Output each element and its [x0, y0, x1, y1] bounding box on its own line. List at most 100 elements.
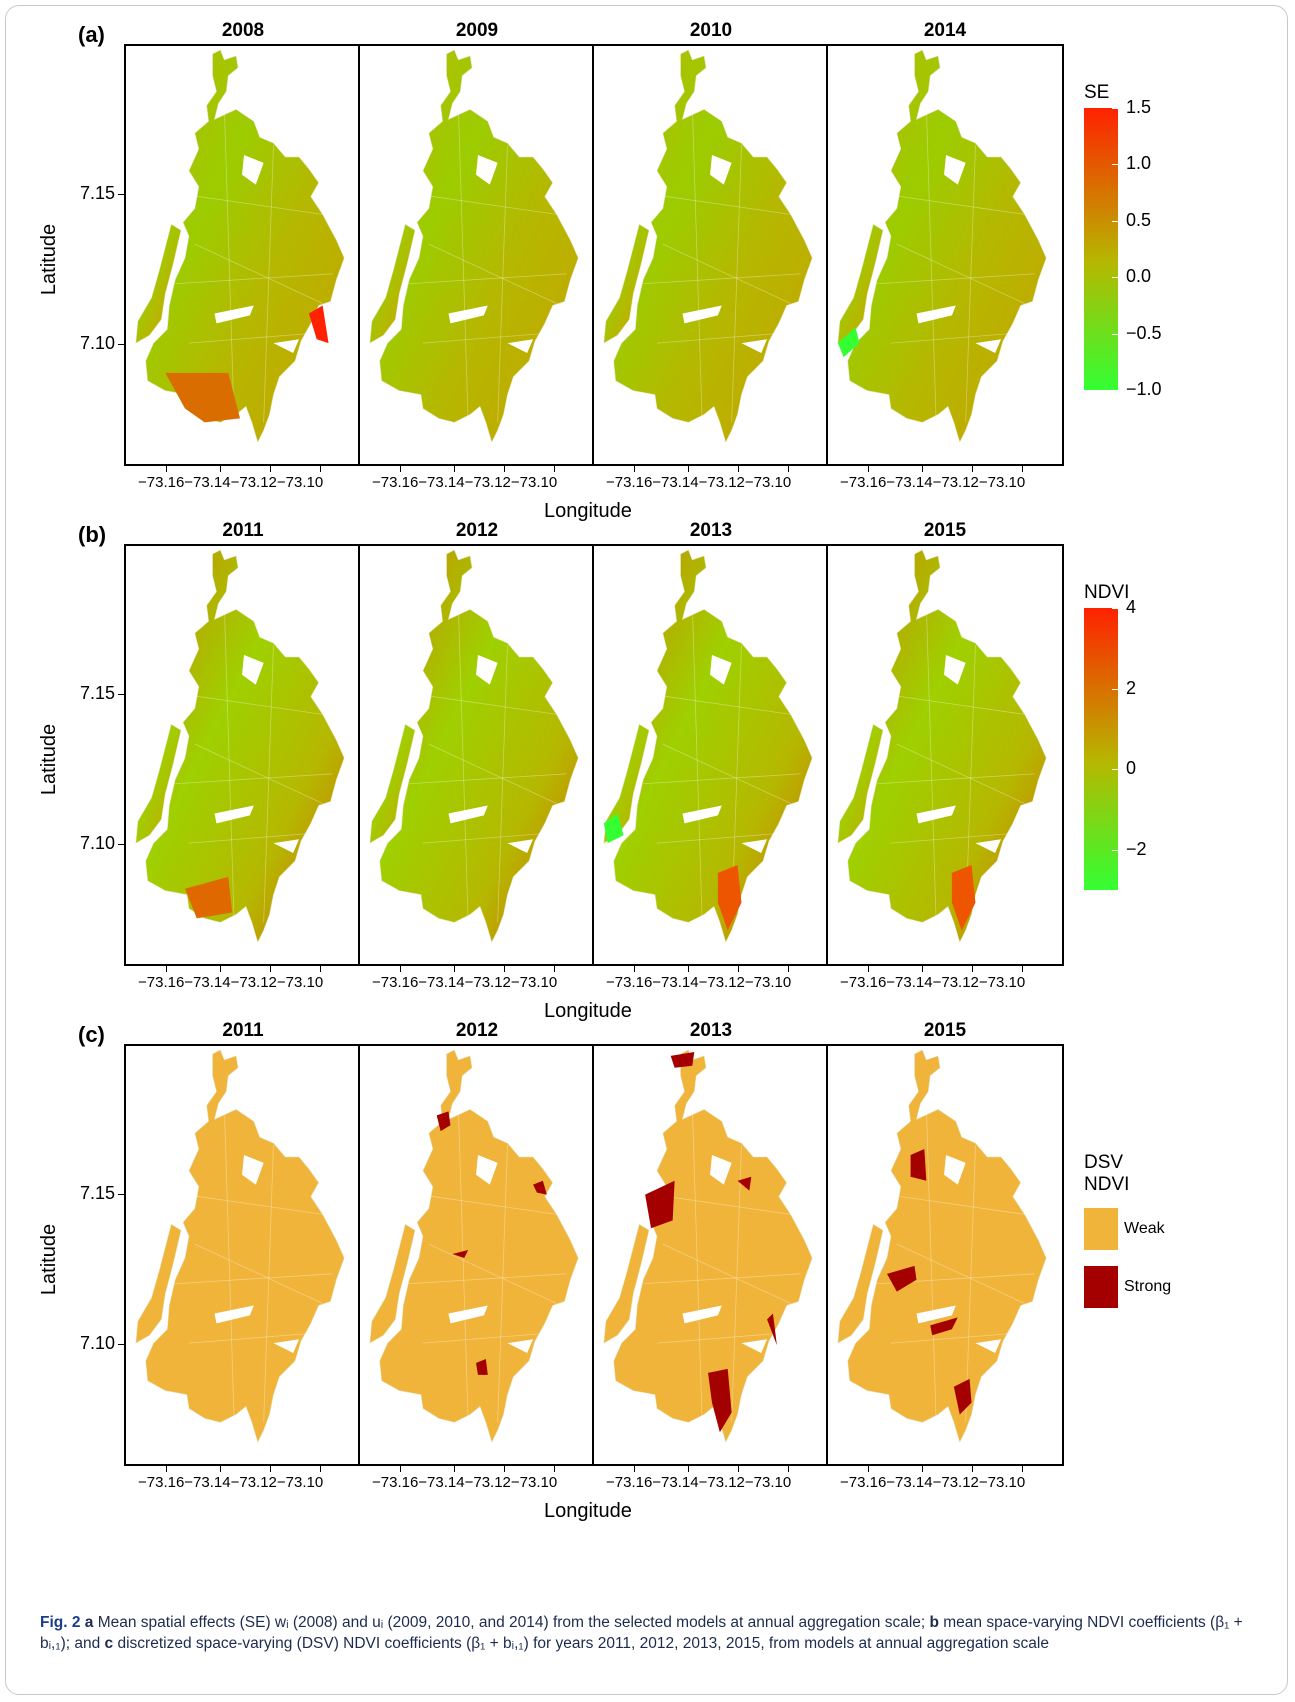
district-boundary	[886, 1194, 1025, 1215]
district-boundary	[643, 273, 801, 285]
map-svg	[369, 1049, 579, 1444]
x-tick-mark	[788, 966, 789, 972]
gap-area	[273, 339, 300, 354]
gap-area	[273, 839, 300, 854]
x-tick-mark	[400, 1466, 401, 1472]
high-ndvi-patch	[184, 876, 233, 919]
caption-b: b	[929, 1614, 939, 1631]
west-region	[603, 223, 650, 344]
x-tick-mark	[634, 966, 635, 972]
gap-area	[476, 154, 498, 185]
figure-frame	[5, 5, 1288, 1695]
gap-area	[916, 1305, 956, 1324]
figure: (a) Latitude 7.15 7.10 2008 −73.16−73.14−73.1…	[38, 20, 1172, 1522]
legend-label-strong: Strong	[1124, 1278, 1172, 1295]
gap-area	[273, 1339, 300, 1354]
x-tick-labels: −73.16−73.14−73.12−73.10	[840, 1474, 1026, 1491]
x-tick-labels: −73.16−73.14−73.12−73.10	[606, 474, 792, 491]
gap-area	[710, 654, 732, 685]
legend-tick-mark	[1112, 390, 1118, 391]
map-panel	[358, 1044, 596, 1466]
map-panel	[124, 44, 362, 466]
map-title: 2012	[455, 1020, 499, 1041]
district-boundary	[497, 1145, 508, 1423]
legend-swatch-strong	[1084, 1266, 1118, 1308]
district-boundary	[422, 1332, 547, 1344]
x-tick-mark	[220, 1466, 221, 1472]
district-boundary	[194, 743, 323, 804]
x-tick-mark	[400, 966, 401, 972]
legend-title-line: DSV	[1084, 1152, 1124, 1173]
strong-coef-patch	[953, 1378, 972, 1415]
y-axis-label: Latitude	[38, 723, 61, 796]
legend-tick-mark	[1112, 333, 1118, 335]
legend-title: SE	[1084, 82, 1110, 103]
strong-coef-patch	[708, 1368, 732, 1433]
district-boundary	[925, 105, 937, 423]
strong-coef-patch	[930, 1317, 958, 1336]
panel-letter: (c)	[78, 1022, 105, 1047]
west-region	[369, 223, 416, 344]
legend-label-weak: Weak	[1124, 1220, 1165, 1237]
y-tick-mark	[118, 844, 124, 845]
legend-tick-label: −0.5	[1126, 322, 1162, 343]
district-boundary	[652, 194, 791, 215]
gap-area	[741, 339, 768, 354]
x-tick-labels: −73.16−73.14−73.12−73.10	[372, 1474, 558, 1491]
x-tick-mark	[922, 1466, 923, 1472]
map-svg	[837, 549, 1047, 944]
x-tick-mark	[634, 1466, 635, 1472]
district-boundary	[691, 105, 703, 423]
gap-area	[710, 154, 732, 185]
gap-area	[741, 839, 768, 854]
gap-area	[944, 654, 966, 685]
high-se-patch	[308, 305, 329, 344]
x-tick-mark	[270, 466, 271, 472]
x-tick-mark	[868, 1466, 869, 1472]
x-tick-labels: −73.16−73.14−73.12−73.10	[138, 1474, 324, 1491]
map-title: 2015	[923, 1020, 967, 1041]
x-tick-mark	[400, 466, 401, 472]
x-tick-mark	[868, 466, 869, 472]
high-ndvi-patch	[717, 864, 742, 931]
y-axis-label: Latitude	[38, 1223, 61, 1296]
district-boundary	[428, 743, 557, 804]
map-title: 2013	[689, 520, 733, 541]
strong-coef-patch	[670, 1051, 695, 1068]
map-panel	[592, 544, 830, 966]
district-boundary	[428, 243, 557, 304]
district-boundary	[422, 332, 547, 344]
gap-area	[916, 305, 956, 324]
x-tick-labels: −73.16−73.14−73.12−73.10	[372, 974, 558, 991]
caption-a: a	[84, 1614, 94, 1631]
x-tick-mark	[320, 1466, 321, 1472]
x-tick-mark	[634, 466, 635, 472]
gap-area	[242, 154, 264, 185]
map-svg	[135, 1049, 345, 1444]
district-boundary	[194, 1243, 323, 1304]
map-panel	[124, 1044, 362, 1466]
panel-letter: (b)	[78, 522, 107, 547]
gap-area	[682, 1305, 722, 1324]
district-boundary	[643, 773, 801, 785]
x-tick-mark	[972, 1466, 973, 1472]
gap-area	[944, 154, 966, 185]
district-boundary	[184, 1194, 323, 1215]
legend-tick-label: 1.0	[1126, 153, 1152, 174]
map-panel	[592, 1044, 830, 1466]
legend-tick-label: −1.0	[1126, 379, 1162, 399]
y-tick-label: 7.15	[79, 683, 115, 703]
map-panel	[358, 44, 596, 466]
district-boundary	[925, 1105, 937, 1423]
map-title: 2014	[923, 20, 967, 41]
x-tick-mark	[554, 966, 555, 972]
gap-area	[507, 1339, 534, 1354]
gap-area	[710, 1154, 732, 1185]
legend-colorbar	[1084, 608, 1118, 890]
west-region	[135, 1223, 182, 1344]
district-boundary	[223, 605, 235, 923]
y-tick-label: 7.10	[79, 333, 115, 353]
map-title: 2013	[689, 1020, 733, 1041]
strong-coef-patch	[886, 1265, 917, 1292]
y-tick-mark	[118, 1344, 124, 1345]
